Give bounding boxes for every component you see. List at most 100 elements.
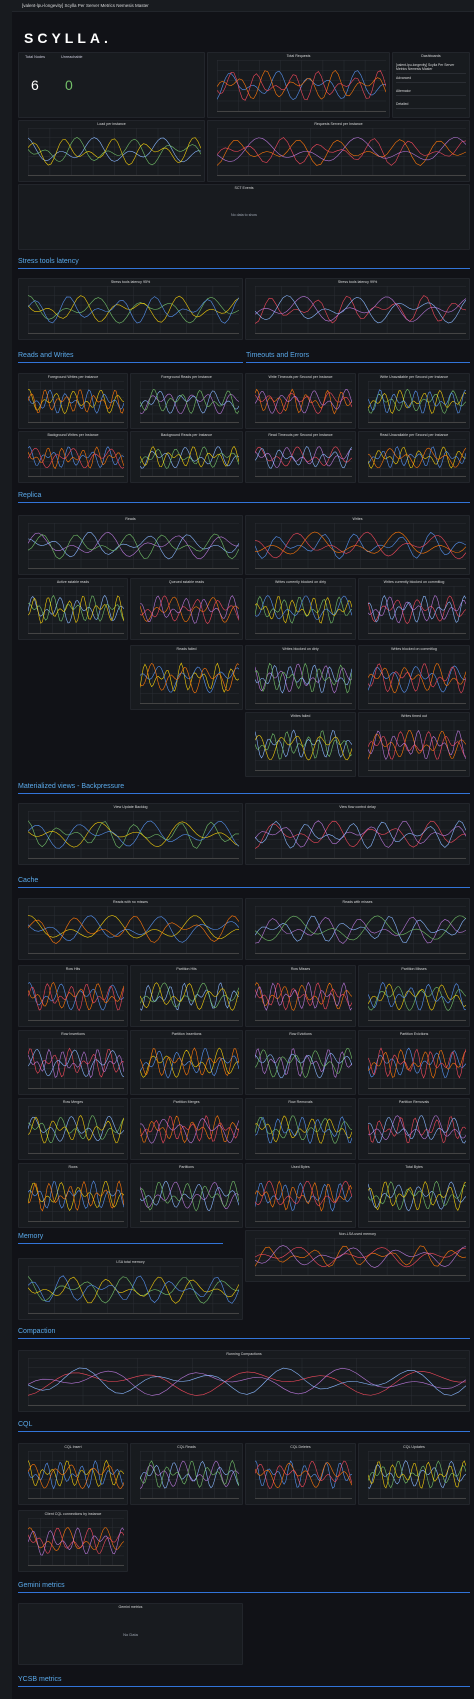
series-line (140, 663, 239, 693)
panel: Total Bytes (358, 1163, 470, 1228)
series-line (255, 821, 466, 849)
plot-area (255, 1451, 352, 1499)
plot-area (28, 381, 124, 423)
plot-area (28, 811, 239, 859)
series-line (255, 392, 352, 413)
section-header[interactable]: Memory (18, 1233, 44, 1240)
plot-area (368, 1451, 466, 1499)
plot-decoration (368, 653, 466, 703)
section-header[interactable]: Reads and Writes (18, 352, 74, 359)
stat-value: 0 (65, 77, 73, 93)
series-line (140, 596, 239, 624)
series-line (255, 1181, 352, 1205)
plot-area (255, 286, 466, 334)
series-line (255, 917, 466, 943)
panel: Foreground Writes per Instance (18, 373, 128, 429)
series-line (368, 1181, 466, 1209)
plot-area (140, 973, 239, 1021)
section-header[interactable]: Gemini metrics (18, 1582, 65, 1589)
panel-title: Partition Evictions (399, 1032, 429, 1036)
series-line (368, 1050, 466, 1078)
dashboard-title[interactable]: [valent-lpu-longevity] Scylla Per Server… (22, 3, 149, 8)
series-line (255, 1053, 352, 1078)
series-line (140, 1116, 239, 1143)
series-line (140, 1182, 239, 1211)
panel: Write Timeouts per Second per Instance (245, 373, 356, 429)
section-header[interactable]: Materialized views - Backpressure (18, 783, 125, 790)
dashboard-link[interactable]: [valent-lpu-longevity] Scylla Per Server… (396, 63, 466, 74)
panel: Reads with no misses (18, 898, 243, 960)
panel: CQL Deletes (245, 1443, 356, 1505)
series-line (255, 1245, 466, 1267)
panel-title: CQL Deletes (290, 1445, 311, 1449)
series-line (255, 821, 466, 848)
plot-decoration (368, 973, 466, 1020)
series-line (255, 1247, 466, 1267)
panel-title: Load per instance (97, 122, 126, 126)
plot-area (255, 1038, 352, 1089)
plot-area (28, 906, 239, 954)
panel: Active sstable reads (18, 578, 128, 640)
section-header[interactable]: Replica (18, 492, 42, 499)
plot-decoration (368, 439, 466, 476)
series-line (140, 1461, 239, 1489)
stat-label: Unreachable (61, 55, 83, 59)
panel: Client CQL connections by instance (18, 1510, 128, 1572)
dashboard-link[interactable]: Advanced (396, 76, 466, 83)
plot-decoration (368, 1106, 466, 1153)
series-line (255, 390, 352, 414)
panel: Stress tools latency 99% (245, 278, 470, 340)
section-header[interactable]: Stress tools latency (18, 258, 79, 265)
series-line (255, 532, 466, 559)
series-line (28, 138, 201, 165)
panel-title: Client CQL connections by instance (44, 1512, 102, 1516)
panel-title: Writes blocked on commitlog (391, 647, 437, 651)
section-header[interactable]: CQL (18, 1421, 33, 1428)
series-line (255, 1461, 352, 1488)
section-header[interactable]: Cache (18, 877, 39, 884)
plot-decoration (140, 973, 239, 1020)
plot-decoration (255, 439, 352, 476)
series-line (368, 1048, 466, 1078)
plot-area (28, 586, 124, 634)
plot-area (217, 128, 466, 176)
series-line (255, 1181, 352, 1211)
plot-decoration (255, 973, 352, 1020)
plot-decoration (28, 906, 239, 953)
panel: Partition Insertions (130, 1030, 243, 1095)
series-line (28, 1277, 239, 1303)
series-line (140, 390, 239, 414)
section-divider (18, 362, 243, 363)
series-line (255, 596, 352, 620)
plot-decoration (368, 586, 466, 633)
series-line (28, 915, 239, 938)
plot-area (28, 1171, 124, 1222)
dashboard-link[interactable]: Detailed (396, 102, 466, 109)
plot-decoration (368, 1038, 466, 1088)
plot-decoration (255, 811, 466, 858)
dashboard-link[interactable]: Alternator (396, 89, 466, 96)
panel-title: Background Reads per Instance (160, 433, 213, 437)
panel: Used Bytes (245, 1163, 356, 1228)
section-header[interactable]: YCSB metrics (18, 1676, 62, 1683)
section-header[interactable]: Compaction (18, 1328, 56, 1335)
plot-area (140, 1171, 239, 1222)
section-divider (18, 1686, 470, 1687)
no-data: No data to show (231, 213, 257, 217)
panel: Row Removals (245, 1098, 356, 1160)
panel-title: View flow control delay (339, 805, 376, 809)
plot-decoration (255, 381, 352, 422)
plot-area (368, 1171, 466, 1222)
series-line (368, 987, 466, 1011)
series-line (28, 390, 124, 413)
section-divider (18, 793, 470, 794)
section-divider (246, 362, 470, 363)
series-line (255, 597, 352, 623)
series-line (140, 1461, 239, 1488)
section-header[interactable]: Timeouts and Errors (246, 352, 310, 359)
plot-decoration (140, 1038, 239, 1088)
series-line (368, 732, 466, 760)
panel-title: Row Removals (288, 1100, 313, 1104)
plot-area (217, 60, 386, 112)
panel-title: Non-LSA used memory (338, 1232, 377, 1236)
